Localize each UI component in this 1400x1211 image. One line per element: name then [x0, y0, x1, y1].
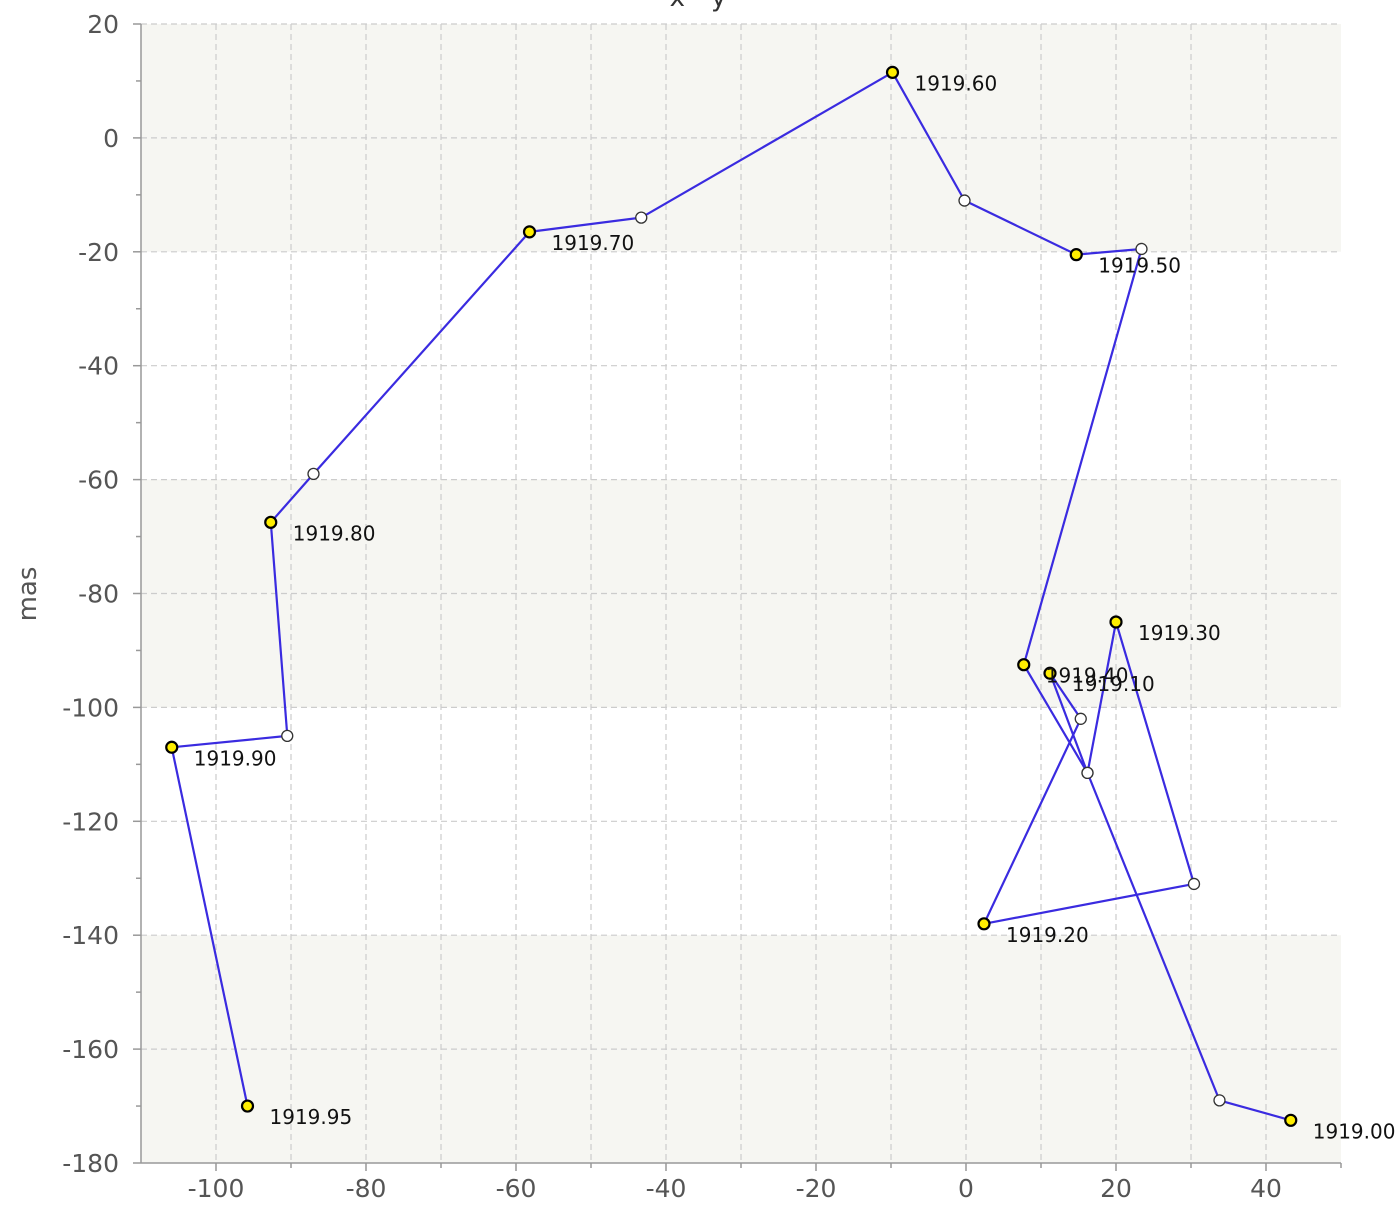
y-tick-label: -140: [62, 921, 119, 950]
y-tick-label: 0: [103, 124, 119, 153]
x-tick-label: 0: [958, 1174, 974, 1203]
point-label: 1919.95: [270, 1105, 353, 1129]
labeled-point: [240, 1099, 255, 1113]
data-point: [958, 194, 971, 207]
plot-band: [141, 365, 1341, 480]
point-label: 1919.80: [293, 521, 376, 545]
y-axis-title: mas: [13, 567, 43, 622]
data-point: [281, 729, 294, 743]
y-tick-label: -20: [78, 238, 119, 267]
y-tick-label: -180: [62, 1149, 119, 1178]
point-label: 1919.50: [1098, 254, 1181, 278]
labeled-point: [165, 740, 179, 754]
labeled-point: [1109, 615, 1123, 629]
y-tick-label: -120: [62, 807, 119, 836]
labeled-point: [1017, 658, 1031, 672]
x-tick-label: 40: [1250, 1174, 1282, 1203]
y-tick-label: -100: [62, 693, 119, 722]
point-label: 1919.40: [1046, 664, 1129, 688]
chart-title: x - y: [670, 0, 727, 13]
point-label: 1919.20: [1006, 923, 1089, 947]
y-tick-label: -80: [78, 580, 119, 609]
labeled-point: [522, 225, 537, 239]
point-label: 1919.10: [1072, 672, 1155, 696]
labeled-point: [885, 65, 900, 80]
x-tick-label: -80: [346, 1174, 387, 1203]
labeled-point: [977, 917, 991, 931]
series: [165, 65, 1298, 1127]
point-label: 1919.60: [915, 71, 998, 95]
data-point: [307, 467, 320, 481]
plot-band: [141, 935, 1341, 1050]
point-labels: 1919.00 1919.10 1919.20 1919.30 1919.40 1919.…: [194, 71, 1396, 1143]
x-tick-label: -100: [188, 1174, 245, 1203]
labeled-point: [1043, 666, 1057, 680]
plot-band: [141, 593, 1341, 708]
labeled-point: [264, 515, 278, 529]
y-tick-label: 20: [87, 10, 119, 39]
data-point: [1074, 712, 1087, 725]
data-point: [1081, 766, 1094, 780]
y-tick-label: -40: [78, 352, 119, 381]
data-point: [1213, 1094, 1226, 1107]
tick-labels: -100 -80 -60 -40 -20 0 20 40 20 0 -20 -40 -60 -80 -100…: [62, 10, 1282, 1203]
grid-lines: [141, 23, 1341, 1163]
labeled-point: [1069, 248, 1083, 262]
point-label: 1919.70: [552, 231, 635, 255]
data-point: [1187, 877, 1201, 891]
y-tick-label: -60: [78, 466, 119, 495]
plot-band: [141, 24, 1341, 138]
x-tick-label: -20: [796, 1174, 837, 1203]
point-label: 1919.90: [194, 746, 277, 770]
x-tick-label: -60: [496, 1174, 537, 1203]
point-label: 1919.00: [1313, 1119, 1396, 1143]
labeled-point: [1284, 1113, 1298, 1127]
point-label: 1919.30: [1138, 621, 1221, 645]
axes: [133, 23, 1342, 1171]
x-tick-label: 20: [1100, 1174, 1132, 1203]
data-point: [1135, 242, 1148, 256]
data-point: [635, 211, 648, 224]
y-tick-label: -160: [62, 1035, 119, 1064]
x-tick-label: -40: [646, 1174, 687, 1203]
